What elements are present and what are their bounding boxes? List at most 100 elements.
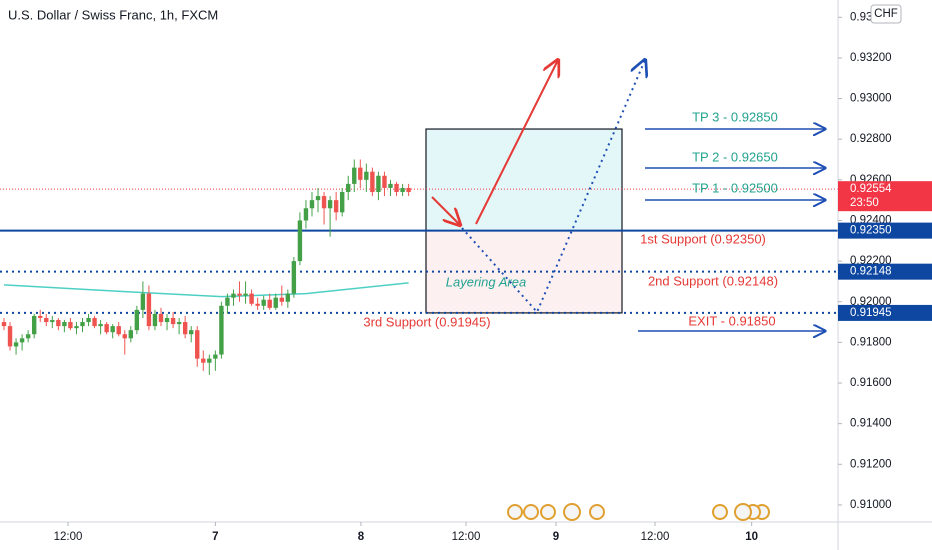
chart-title: U.S. Dollar / Swiss Franc, 1h, FXCM (8, 7, 218, 22)
x-tick-label: 7 (212, 531, 218, 543)
candle-body (44, 317, 49, 323)
tp3-label: TP 3 - 0.92850 (692, 109, 778, 124)
candle-body (195, 330, 200, 359)
candle-body (370, 171, 375, 193)
currency: CHF (874, 8, 898, 20)
y-tick-label: 0.91400 (850, 418, 892, 430)
tp2-label: TP 2 - 0.92650 (692, 149, 778, 164)
candle-body (92, 317, 97, 327)
annotations: TP 3 - 0.92850 TP 2 - 0.92650 TP 1 - 0.9… (363, 60, 825, 521)
candle-body (74, 326, 79, 329)
candle-body (98, 324, 103, 327)
candle-body (315, 196, 321, 201)
price-badge (838, 304, 932, 321)
candle-body (176, 322, 182, 325)
y-tick-label: 0.93200 (850, 52, 892, 64)
price-badge (838, 222, 932, 239)
arrow (431, 196, 460, 225)
candle-body (321, 196, 327, 209)
candle-body (406, 187, 411, 193)
countdown: 23:50 (850, 197, 879, 209)
candle-body (50, 320, 55, 323)
zone (425, 128, 623, 232)
candle-body (152, 313, 158, 327)
x-tick-label: 8 (358, 531, 365, 543)
x-tick-label: 9 (553, 531, 559, 543)
candle-body (25, 334, 31, 339)
price-badge-label: 0.92148 (850, 266, 892, 278)
price-badge-label: 0.92554 (850, 183, 892, 195)
y-tick-label: 0.91200 (850, 458, 892, 470)
candle-body (86, 317, 91, 323)
y-tick-label: 0.91800 (850, 336, 892, 348)
candle-body (19, 338, 25, 343)
price-badge (838, 263, 932, 280)
candle-body (237, 293, 242, 296)
candle-body (261, 299, 266, 306)
candle-body (225, 297, 230, 306)
x-tick-label: 12:00 (54, 531, 83, 543)
candle-body (339, 192, 345, 213)
candle-body (146, 293, 152, 327)
candle-body (358, 167, 363, 180)
candle-body (68, 322, 73, 329)
candle-body (213, 354, 218, 359)
candle-body (128, 330, 134, 339)
candle-body (255, 303, 260, 306)
candle-body (1, 322, 7, 327)
candle-body (104, 324, 109, 333)
moving-average (3, 282, 409, 298)
price-badge-label: 0.91945 (850, 307, 892, 319)
arrow (461, 60, 645, 314)
candle-body (327, 200, 333, 209)
candle-body (182, 322, 188, 335)
candle-body (352, 167, 357, 184)
candle-body (122, 334, 127, 339)
candle-body (7, 326, 13, 347)
candle-body (56, 320, 61, 327)
zone-label: Layering Area (446, 274, 526, 289)
candle-body (249, 293, 254, 304)
price-badge-label: 0.92350 (850, 225, 892, 237)
candle-body (400, 187, 405, 193)
candle-body (201, 358, 206, 363)
event-icons (507, 503, 770, 521)
price-badge (838, 181, 932, 212)
candle-body (164, 317, 170, 323)
candle-body (273, 297, 278, 308)
candle-body (189, 330, 194, 335)
candle-body (140, 293, 146, 310)
candle-body (170, 317, 176, 325)
candle-body (134, 309, 140, 331)
support-label: 2nd Support (0.92148) (648, 273, 778, 288)
exit-label: EXIT - 0.91850 (688, 313, 775, 328)
candle-body (80, 322, 85, 327)
candle-body (219, 305, 224, 355)
x-tick-label: 12:00 (452, 531, 481, 543)
y-tick-label: 0.92800 (850, 133, 892, 145)
candle-body (207, 358, 212, 363)
candle-body (309, 200, 315, 209)
candle-body (297, 220, 303, 262)
candle-body (62, 322, 67, 327)
x-tick-label: 10 (745, 531, 758, 543)
candle-body (382, 175, 387, 188)
candle-body (116, 326, 121, 335)
candle-body (267, 299, 272, 308)
y-tick-label: 0.92000 (850, 296, 892, 308)
candle-body (243, 293, 248, 296)
candle-body (285, 293, 291, 302)
tp1-label: TP 1 - 0.92500 (692, 180, 778, 195)
candle-body (158, 313, 164, 323)
candle-body (346, 183, 351, 193)
candle-body (394, 183, 399, 193)
candle-body (110, 326, 115, 333)
candle-body (364, 171, 369, 180)
candle-body (291, 261, 297, 294)
candle-body (333, 200, 339, 213)
candle-body (231, 293, 236, 298)
y-tick-label: 0.91000 (850, 499, 892, 511)
candle-body (13, 342, 19, 347)
currency-badge (870, 4, 902, 24)
